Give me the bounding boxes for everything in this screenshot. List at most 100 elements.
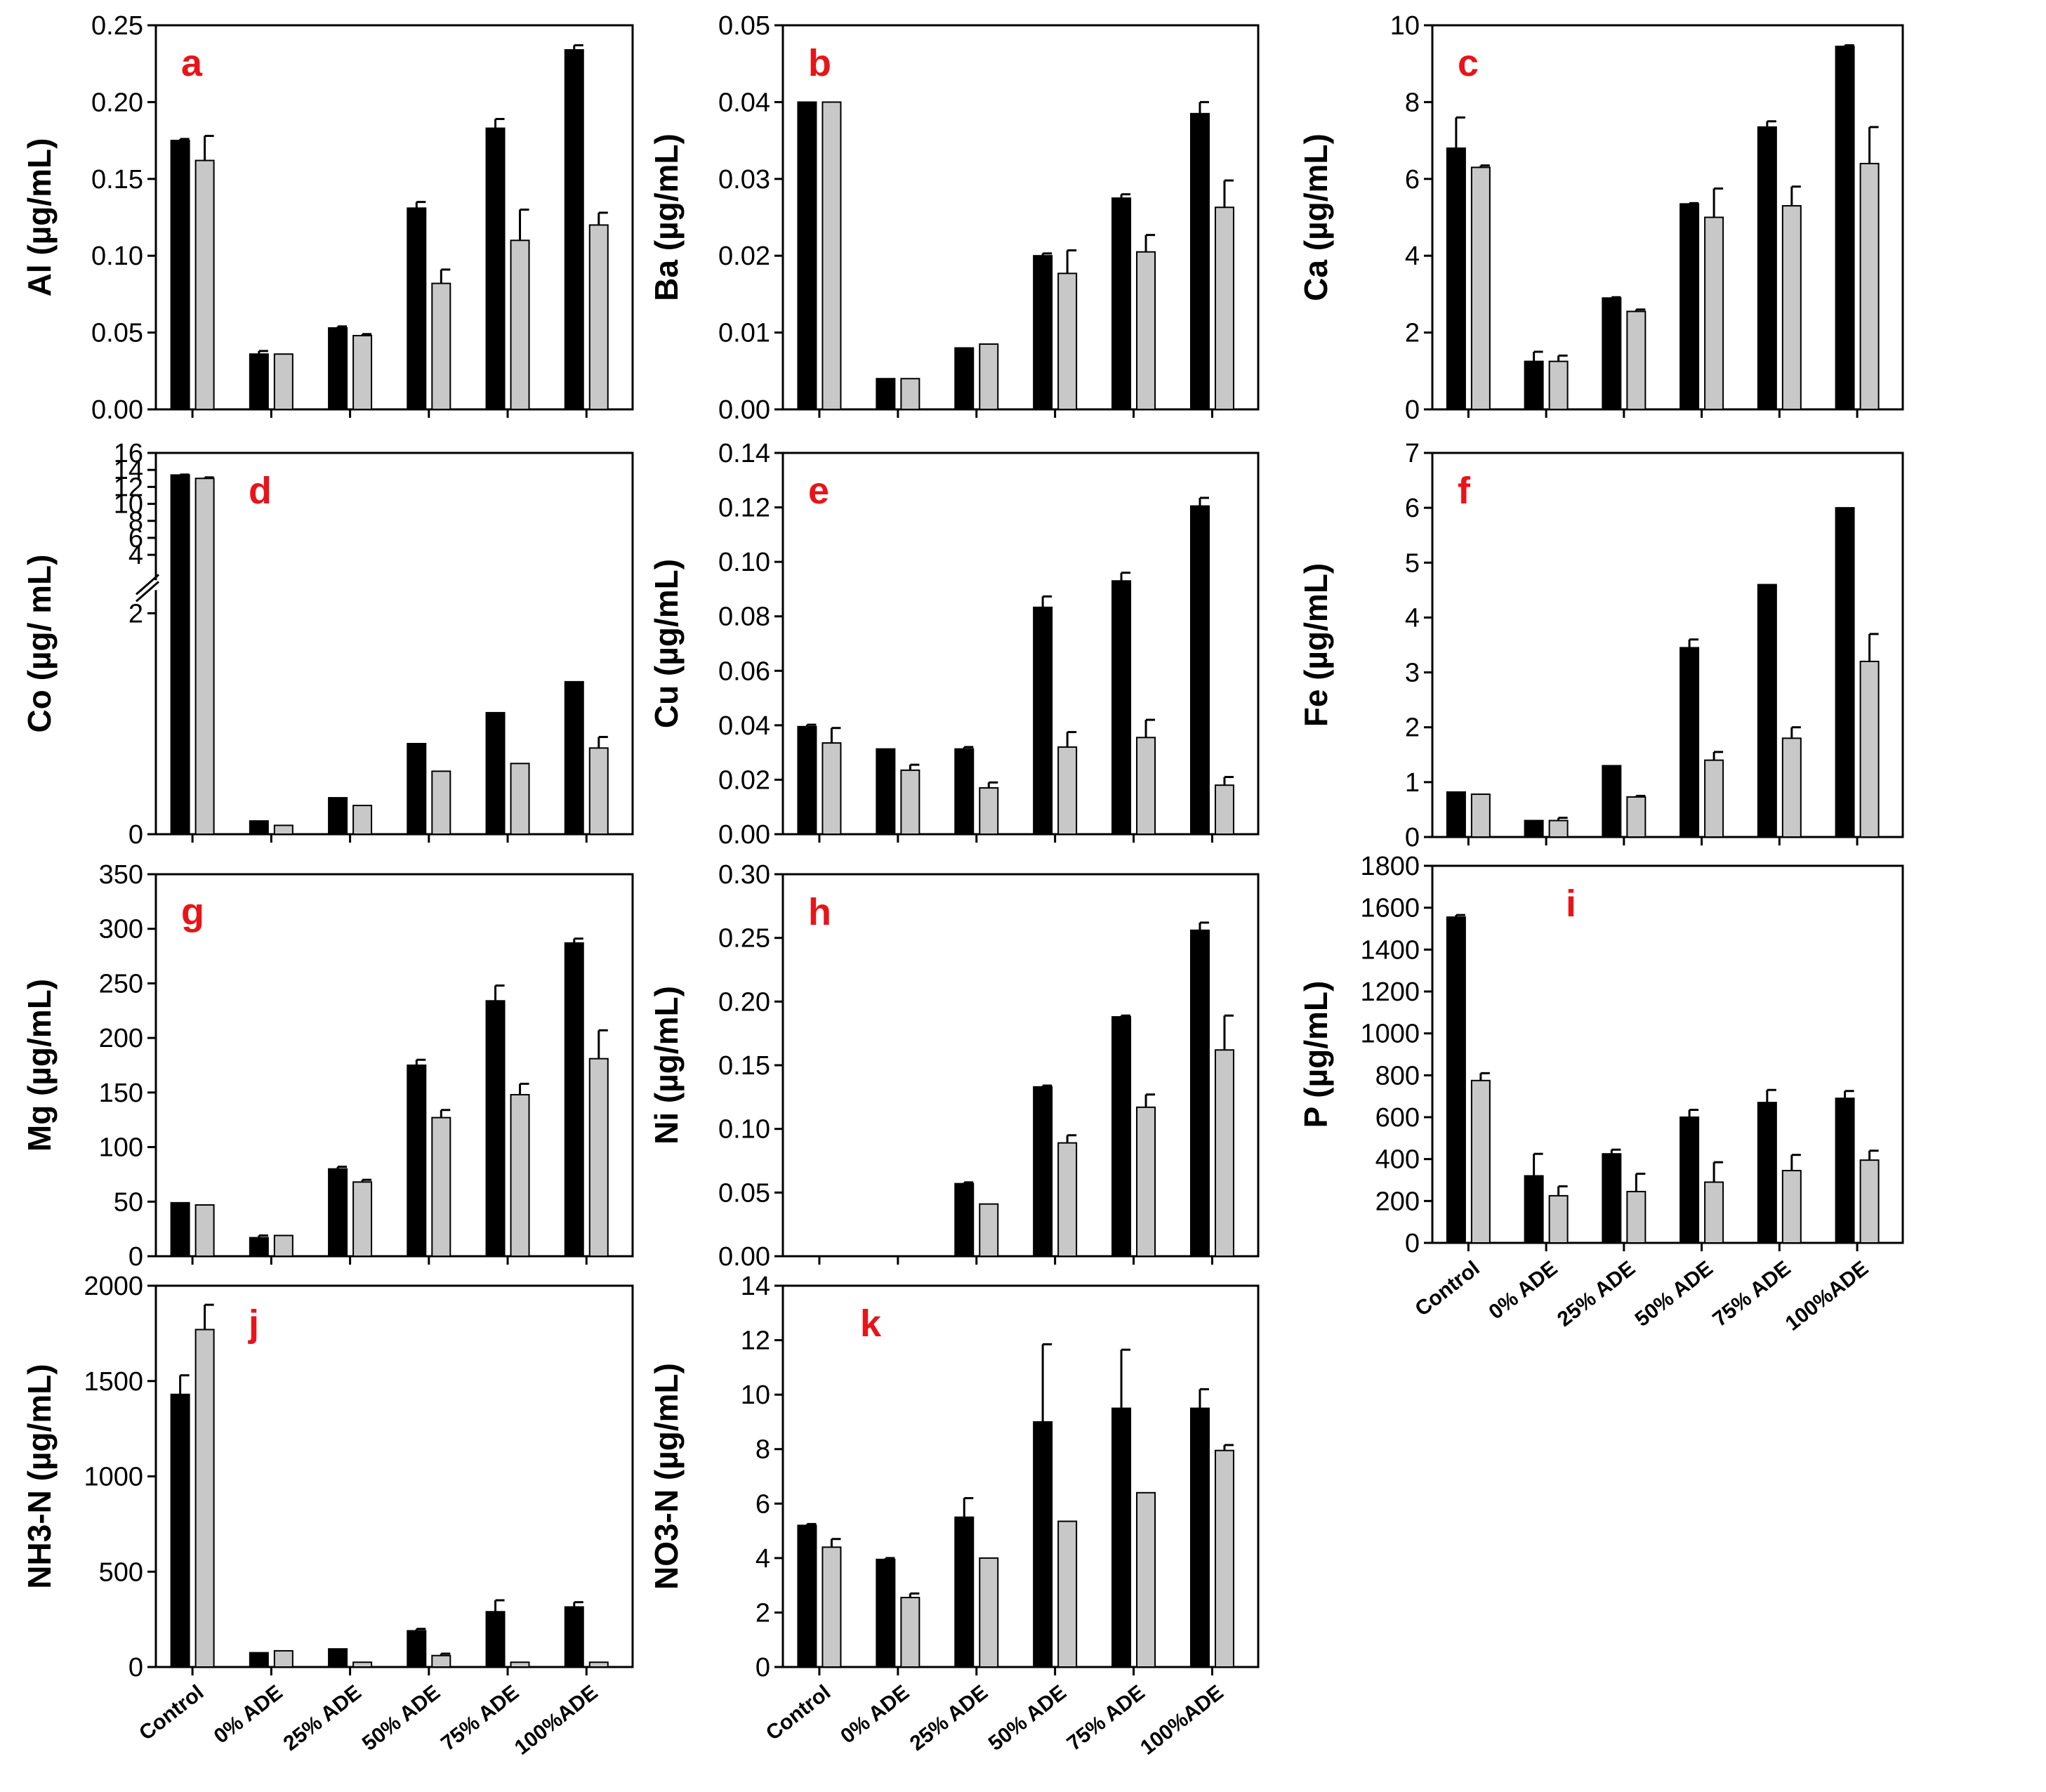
- bar-control-s2: [194, 1329, 215, 1668]
- bar-25pct-ade-s1: [328, 1648, 348, 1668]
- bar-control-s1: [797, 1524, 817, 1668]
- bar-control-s1: [797, 725, 817, 835]
- bar-75pct-ade-s1: [1111, 197, 1132, 410]
- bar-control-s2: [821, 101, 842, 410]
- bar-50pct-ade-s1: [407, 1065, 427, 1257]
- y-tick-label: 0: [1405, 823, 1420, 852]
- bar-100pctade-s2: [588, 1661, 609, 1668]
- bar-25pct-ade-s1: [328, 327, 348, 411]
- panel-c: 0 2 4 6 8 10 Ca (µg/mL) c: [1298, 11, 1904, 425]
- y-tick-label: 14: [741, 1272, 770, 1301]
- x-tick-label: 100%ADE: [1781, 1257, 1873, 1336]
- y-tick-label: 4: [128, 541, 143, 570]
- bar-75pct-ade-s2: [1781, 205, 1802, 410]
- y-tick-label: 800: [1375, 1061, 1420, 1091]
- bar-control-s1: [1446, 147, 1466, 410]
- y-tick-label: 16: [114, 439, 143, 468]
- panel-g: 0 50 100 150 200 250 300 350 Mg (µg/mL) g: [21, 860, 634, 1272]
- bar-100pctade-s1: [564, 942, 584, 1258]
- bar-75pct-ade-s2: [510, 1093, 530, 1257]
- axis-break-mark: [136, 581, 159, 602]
- bar-25pct-ade-s2: [979, 1557, 999, 1668]
- bar-50pct-ade-s1: [1033, 1086, 1053, 1257]
- bar-100pctade-s1: [1189, 505, 1210, 835]
- panel-a: 0.00 0.05 0.10 0.15 0.20 0.25 Al (µg/mL) a: [21, 11, 634, 425]
- bar-50pct-ade-s2: [1057, 1520, 1078, 1668]
- bar-50pct-ade-s1: [407, 207, 427, 410]
- y-tick-label: 0.14: [718, 439, 770, 468]
- y-tick-label: 0.00: [718, 820, 770, 850]
- bar-100pctade-s2: [588, 1058, 609, 1258]
- bar-25pct-ade-s1: [954, 1182, 975, 1258]
- y-tick-label: 1800: [1360, 852, 1420, 881]
- y-tick-label: 0.20: [718, 987, 770, 1017]
- y-tick-label: 350: [99, 860, 143, 890]
- plot-frame: [1431, 864, 1904, 1244]
- y-tick-label: 0.02: [718, 765, 770, 795]
- panel-letter: d: [249, 470, 272, 512]
- bar-25pct-ade-s1: [1602, 765, 1622, 838]
- y-tick-label: 0.04: [718, 88, 770, 117]
- plot-frame: [154, 1284, 634, 1668]
- bar-100pctade-s1: [564, 680, 584, 835]
- plot-frame: [781, 873, 1260, 1258]
- y-tick-label: 600: [1375, 1103, 1420, 1133]
- bar-0pct-ade-s1: [1524, 360, 1544, 410]
- bar-0pct-ade-s2: [273, 824, 293, 836]
- bar-0pct-ade-s1: [249, 820, 269, 836]
- plot-frame: [781, 452, 1260, 836]
- bar-75pct-ade-s2: [1136, 1106, 1156, 1257]
- y-tick-label: 0.25: [91, 11, 143, 41]
- y-tick-label: 0.01: [718, 319, 770, 348]
- y-tick-label: 300: [99, 915, 143, 944]
- panel-letter: j: [248, 1303, 259, 1345]
- panel-letter: b: [808, 42, 831, 84]
- bar-100pctade-s1: [1189, 929, 1210, 1257]
- y-tick-label: 1000: [84, 1463, 143, 1492]
- bar-25pct-ade-s2: [1626, 796, 1646, 838]
- bar-50pct-ade-s1: [1033, 1421, 1053, 1668]
- bar-75pct-ade-s2: [1781, 1170, 1802, 1244]
- bar-25pct-ade-s2: [979, 787, 999, 836]
- x-tick-label: 50% ADE: [984, 1681, 1071, 1755]
- bar-50pct-ade-s1: [1679, 203, 1700, 410]
- x-tick-label: Control: [762, 1681, 835, 1746]
- axis-break-mark: [136, 574, 159, 595]
- y-tick-label: 12: [114, 473, 143, 502]
- bar-control-s1: [170, 140, 190, 410]
- bar-control-s2: [821, 1546, 842, 1668]
- y-tick-label: 3: [1405, 659, 1420, 688]
- bar-100pctade-s1: [1835, 46, 1855, 410]
- bar-0pct-ade-s2: [900, 1597, 920, 1668]
- y-tick-label: 1500: [84, 1367, 143, 1397]
- x-tick-label: 50% ADE: [1631, 1257, 1717, 1331]
- x-tick-label: 25% ADE: [279, 1681, 366, 1755]
- bar-0pct-ade-s1: [876, 1558, 896, 1668]
- bar-50pct-ade-s2: [1057, 746, 1078, 836]
- x-tick-label: 100%ADE: [510, 1681, 602, 1760]
- panel-e: 0.00 0.02 0.04 0.06 0.08 0.10 0.12 0.14 Cu (µg/m…: [648, 439, 1260, 850]
- bar-0pct-ade-s1: [249, 1652, 269, 1668]
- y-tick-label: 10: [114, 490, 143, 520]
- bar-25pct-ade-s1: [954, 1516, 975, 1668]
- panel-letter: e: [808, 470, 829, 512]
- panel-letter: a: [181, 42, 203, 84]
- y-tick-label: 7: [1405, 439, 1420, 468]
- bar-0pct-ade-s1: [876, 378, 896, 410]
- bar-50pct-ade-s1: [407, 1630, 427, 1668]
- plot-frame: [154, 452, 634, 836]
- y-tick-label: 0.12: [718, 494, 770, 523]
- plot-frame: [1431, 452, 1904, 838]
- bar-0pct-ade-s1: [876, 748, 896, 835]
- y-tick-label: 0.10: [718, 1115, 770, 1145]
- bar-100pctade-s2: [1214, 1449, 1234, 1668]
- y-tick-label: 150: [99, 1079, 143, 1108]
- x-tick-label: 50% ADE: [358, 1681, 444, 1755]
- y-tick-label: 2: [755, 1598, 770, 1628]
- plot-frame: [781, 1284, 1260, 1668]
- panel-h: 0.00 0.05 0.10 0.15 0.20 0.25 0.30 Ni (µg/mL) h: [648, 860, 1260, 1272]
- y-tick-label: 10: [741, 1381, 770, 1410]
- y-tick-label: 4: [1405, 242, 1420, 271]
